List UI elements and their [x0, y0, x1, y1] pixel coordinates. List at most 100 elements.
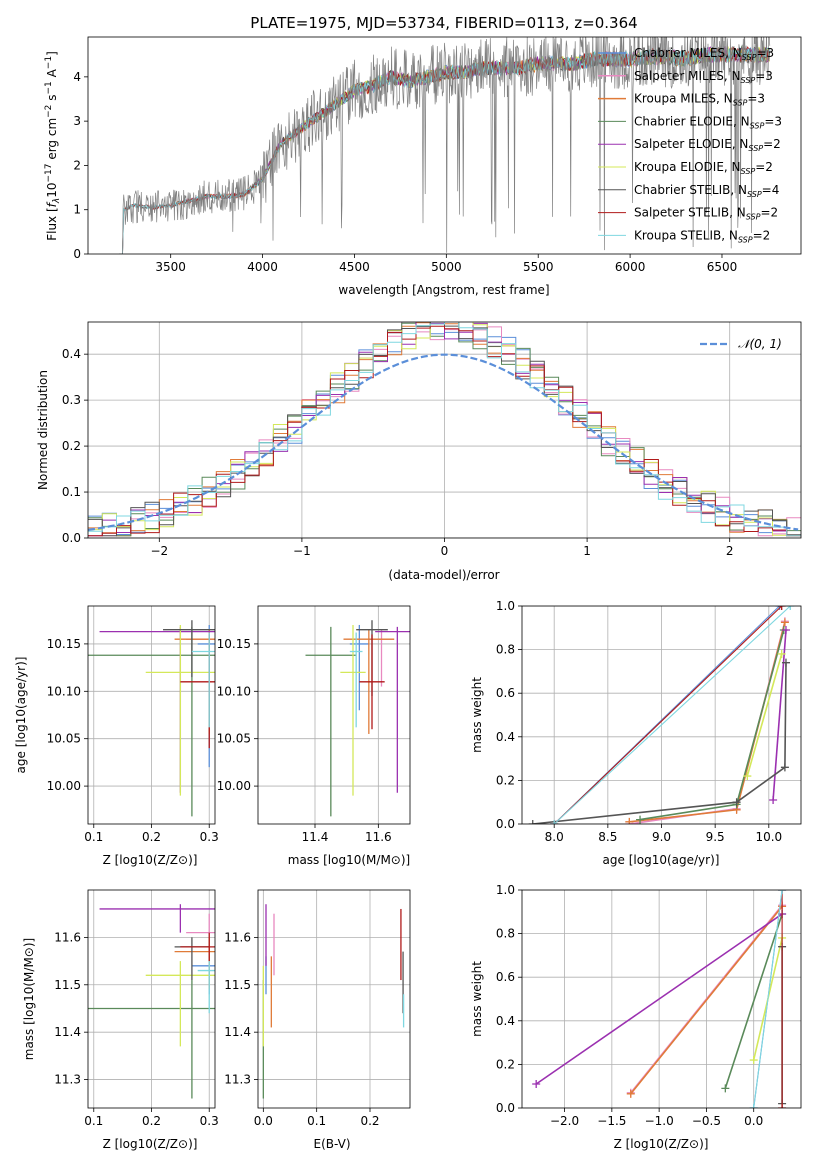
x-axis-label: wavelength [Angstrom, rest frame]	[338, 283, 549, 297]
x-tick-label: −2.0	[550, 1114, 579, 1128]
x-tick-label: 1	[583, 544, 591, 558]
x-tick-label: 0.3	[200, 1114, 219, 1128]
axes-frame	[257, 605, 411, 825]
residual-histogram-kroupa_elodie	[88, 322, 801, 537]
y-tick-label: 0.8	[496, 927, 515, 941]
marker-chabrier_stelib	[781, 658, 790, 667]
y-tick-label: 11.5	[224, 978, 251, 992]
y-tick-label: 2	[73, 158, 81, 172]
x-tick-label: 11.4	[302, 830, 329, 844]
y-tick-label: 0.4	[496, 1014, 515, 1028]
y-tick-label: 1	[73, 203, 81, 217]
y-tick-label: 11.3	[224, 1073, 251, 1087]
x-tick-label: 9.5	[706, 830, 725, 844]
x-tick-label: 8.0	[545, 830, 564, 844]
plot-area	[88, 322, 801, 538]
axes-frame	[87, 36, 802, 255]
y-tick-label: 0.2	[62, 439, 81, 453]
y-tick-label: 0.2	[496, 773, 515, 787]
marker-kroupa_stelib	[550, 820, 559, 824]
y-axis-label: Normed distribution	[36, 370, 50, 490]
x-tick-label: 0.2	[142, 830, 161, 844]
chart-title: PLATE=1975, MJD=53734, FIBERID=0113, z=0…	[250, 14, 637, 32]
marker-kroupa_elodie	[743, 772, 752, 781]
x-tick-label: 0.1	[307, 1114, 326, 1128]
y-axis-label: Flux [fλ10−17 erg cm−2 s−1 A−1]	[44, 51, 62, 241]
marker-salpeter_stelib	[777, 606, 786, 610]
marker-chabrier_stelib	[732, 798, 741, 807]
y-axis-label: mass weight	[470, 961, 484, 1037]
y-tick-label: 0.0	[496, 1101, 515, 1115]
marker-kroupa_miles	[780, 618, 789, 627]
axes-frame	[521, 605, 802, 825]
y-axis-label: age [log10(age/yr)]	[14, 657, 28, 774]
x-axis-label: mass [log10(M/M⊙)]	[288, 853, 410, 867]
marker-chabrier_stelib	[528, 820, 537, 824]
y-tick-label: 0.6	[496, 686, 515, 700]
x-tick-label: 0.2	[360, 1114, 379, 1128]
series-line-salpeter_stelib	[553, 606, 783, 824]
axes-age_vs_mass: 11.4 11.6 10.00 10.05 10.10 10.15 mass [log10(…	[217, 605, 411, 867]
legend-label-salpeter_miles: Salpeter MILES, NSSP=3	[634, 69, 773, 85]
axes-mass_weight_vs_age: 8.0 8.5 9.0 9.5 10.0 0.0 0.2 0.4 0.6 0.8 1.0 age [l…	[470, 599, 802, 867]
axes-age_vs_Z: 0.1 0.2 0.3 10.00 10.05 10.10 10.15 Z [log10(Z/…	[14, 605, 219, 867]
x-tick-label: 5500	[523, 260, 554, 274]
y-tick-label: 10.10	[47, 684, 81, 698]
data-spectrum	[119, 37, 771, 254]
marker-salpeter_elodie	[532, 1080, 541, 1089]
residual-histogram-chabrier_stelib	[88, 322, 801, 537]
y-tick-label: 0.3	[62, 393, 81, 407]
y-tick-label: 0.4	[62, 347, 81, 361]
x-tick-label: 11.6	[365, 830, 392, 844]
x-tick-label: −1.0	[645, 1114, 674, 1128]
x-axis-label: (data-model)/error	[388, 568, 499, 582]
marker-chabrier_elodie	[636, 815, 645, 824]
marker-salpeter_elodie	[769, 796, 778, 805]
series-line-kroupa_stelib	[753, 890, 783, 1108]
plot-area	[522, 890, 801, 1108]
marker-chabrier_stelib	[780, 763, 789, 772]
residual-histogram-salpeter_miles	[88, 322, 801, 537]
legend-label-chabrier_elodie: Chabrier ELODIE, NSSP=3	[634, 114, 782, 130]
x-tick-label: 10.0	[755, 830, 782, 844]
x-tick-label: 0.3	[200, 830, 219, 844]
y-tick-label: 10.05	[47, 732, 81, 746]
y-tick-label: 10.15	[47, 637, 81, 651]
axes-frame	[87, 889, 216, 1109]
series-line-salpeter_elodie	[772, 629, 787, 801]
axes-spectrum: 3500 4000 4500 5000 5500 6000 6500 0 1 2 3 4 wavelen…	[44, 36, 802, 297]
y-tick-label: 10.10	[217, 684, 251, 698]
x-tick-label: 6000	[615, 260, 646, 274]
y-tick-label: 10.15	[217, 637, 251, 651]
marker-kroupa_stelib	[778, 890, 787, 894]
y-tick-label: 10.05	[217, 732, 251, 746]
y-tick-label: 10.00	[217, 779, 251, 793]
plot-area	[258, 606, 410, 824]
residual-histogram-salpeter_stelib	[88, 325, 801, 537]
x-tick-label: −1	[293, 544, 311, 558]
plot-area	[119, 37, 771, 254]
y-tick-label: 4	[73, 70, 81, 84]
x-tick-label: 4500	[339, 260, 370, 274]
marker-kroupa_miles	[626, 1089, 635, 1098]
x-tick-label: 8.5	[598, 830, 617, 844]
axes-frame	[521, 889, 802, 1109]
x-axis-label: Z [log10(Z/Z⊙)]	[103, 853, 198, 867]
legend-label-salpeter_elodie: Salpeter ELODIE, NSSP=2	[634, 137, 781, 153]
series-line-salpeter_elodie	[535, 913, 783, 1085]
legend-label-normal: 𝒩(0, 1)	[738, 337, 782, 351]
series-line-kroupa_elodie	[746, 653, 783, 777]
y-tick-label: 0.4	[496, 730, 515, 744]
y-tick-label: 0	[73, 247, 81, 261]
series-line-kroupa_miles	[630, 905, 783, 1095]
axes-mass_weight_vs_Z: −2.0 −1.5 −1.0 −0.5 0.0 0.0 0.2 0.4 0.6 0.8 1.0 Z […	[470, 883, 802, 1151]
marker-kroupa_stelib	[749, 1104, 758, 1108]
y-tick-label: 0.6	[496, 970, 515, 984]
x-tick-label: 0	[441, 544, 449, 558]
marker-kroupa_miles	[625, 817, 634, 824]
legend-label-chabrier_stelib: Chabrier STELIB, NSSP=4	[634, 183, 779, 199]
y-axis-label: mass weight	[470, 677, 484, 753]
x-tick-label: −0.5	[692, 1114, 721, 1128]
marker-kroupa_elodie	[777, 649, 786, 658]
